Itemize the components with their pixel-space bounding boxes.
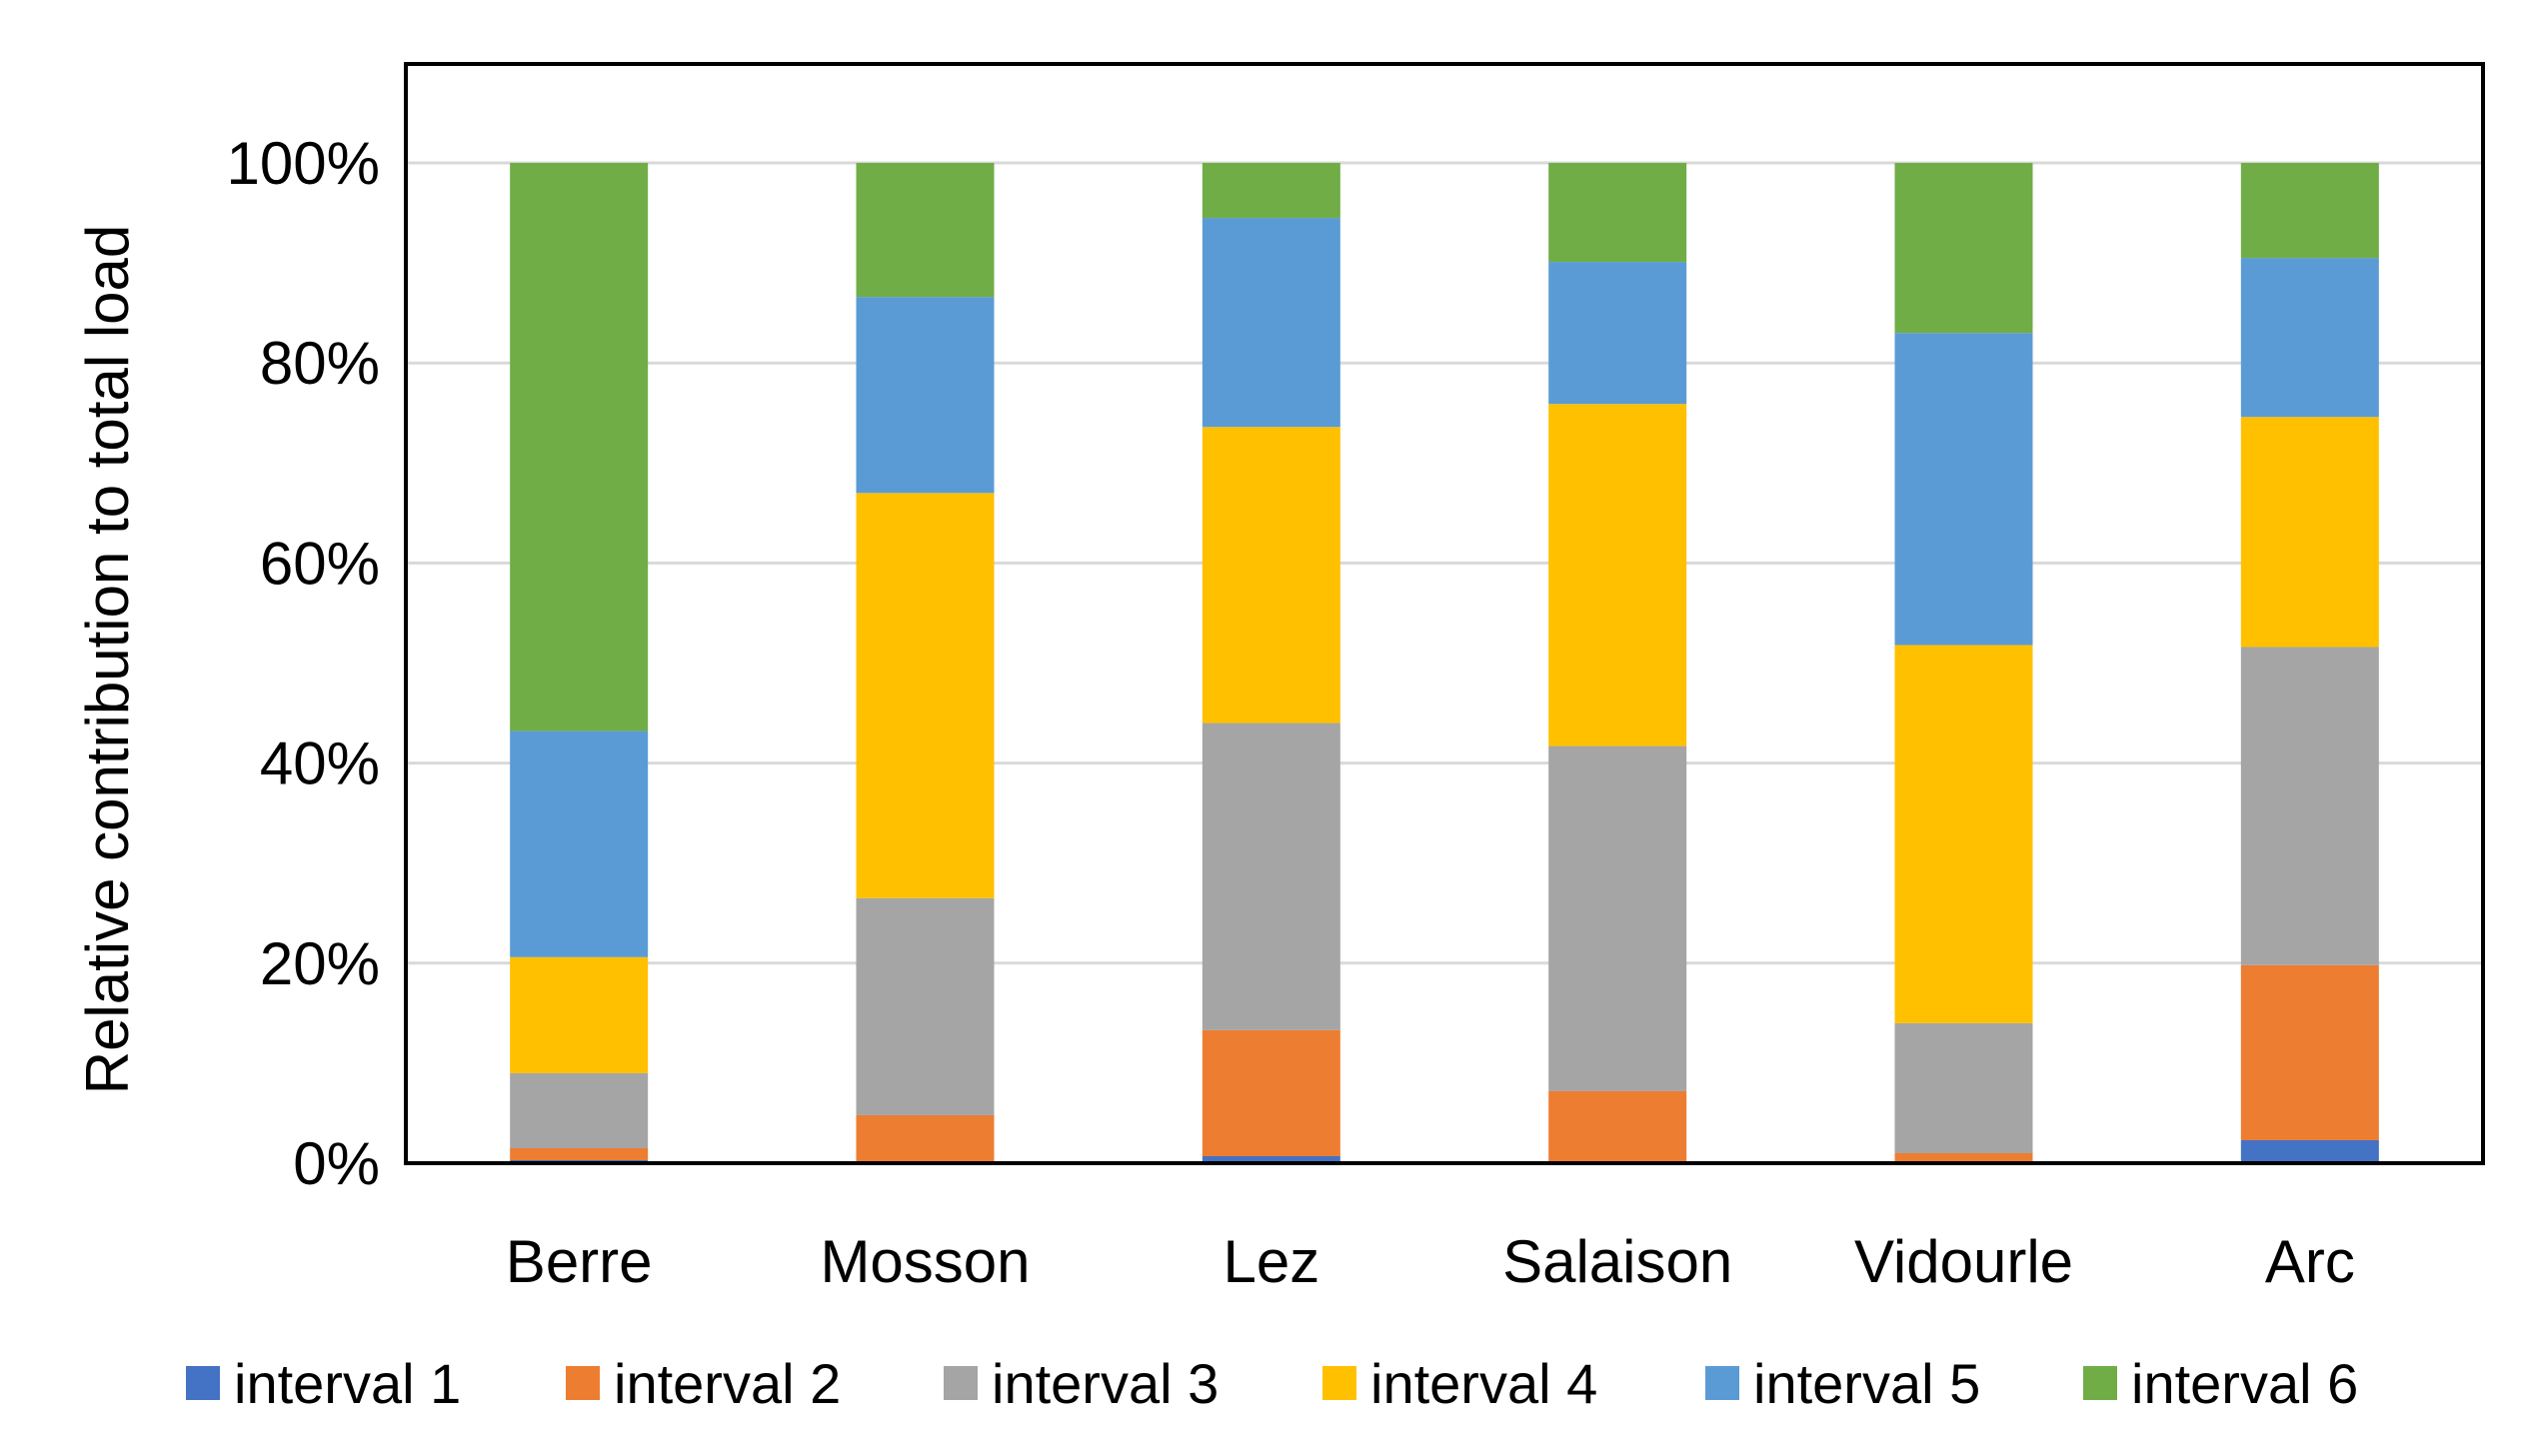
y-tick-label: 80% [260,330,380,397]
bar-stack-arc [2240,163,2379,1163]
bar-segment-interval-6 [1894,163,2033,334]
gridlines [406,161,2483,965]
legend-swatch [566,1366,600,1400]
legend-item-interval-2: interval 2 [566,1352,841,1415]
legend-label: interval 1 [234,1352,461,1415]
bar-segment-interval-5 [1894,333,2033,646]
bar-segment-interval-6 [1548,163,1687,263]
bar-segment-interval-1 [1202,1155,1340,1163]
bar-segment-interval-3 [1894,1022,2033,1153]
bar-segment-interval-6 [1202,163,1340,219]
legend-label: interval 3 [992,1352,1219,1415]
legend-label: interval 4 [1370,1352,1597,1415]
bar-segment-interval-4 [856,493,995,898]
x-tick-label: Berre [506,1228,653,1295]
x-tick-label: Vidourle [1854,1228,2073,1295]
x-tick-label: Arc [2265,1228,2355,1295]
bar-segment-interval-5 [856,297,995,494]
bar-segment-interval-3 [1202,723,1340,1030]
y-tick-label: 40% [260,730,380,797]
bar-segment-interval-3 [2240,647,2379,965]
bar-stack-mosson [856,163,995,1163]
legend: interval 1 interval 2 interval 3 interval 4… [186,1352,2358,1415]
bar-segment-interval-5 [2240,258,2379,418]
legend-item-interval-6: interval 6 [2083,1352,2358,1415]
legend-swatch [944,1366,978,1400]
bar-segment-interval-2 [1202,1029,1340,1156]
y-tick-label: 60% [260,530,380,597]
bar-stack-berre [510,163,649,1163]
y-tick-label: 100% [227,130,380,197]
legend-label: interval 5 [1753,1352,1980,1415]
legend-label: interval 2 [614,1352,841,1415]
x-tick-label: Lez [1223,1228,1319,1295]
bar-segment-interval-6 [510,163,649,731]
y-tick-label: 0% [293,1130,380,1197]
bar-segment-interval-1 [2240,1139,2379,1163]
bar-segment-interval-2 [1548,1090,1687,1161]
legend-label: interval 6 [2131,1352,2358,1415]
y-axis-label: Relative contribution to total load [74,225,141,1095]
legend-swatch [2083,1366,2117,1400]
bar-segment-interval-6 [856,163,995,298]
legend-item-interval-5: interval 5 [1705,1352,1980,1415]
bar-stack-vidourle [1894,163,2033,1163]
legend-item-interval-1: interval 1 [186,1352,461,1415]
bar-segment-interval-5 [510,730,649,957]
y-axis-tick-labels: 0% 20% 40% 60% 80% 100% [227,130,380,1197]
x-axis-tick-labels: Berre Mosson Lez Salaison Vidourle Arc [506,1228,2355,1295]
bar-segment-interval-3 [856,897,995,1115]
bar-stack-lez [1202,163,1340,1163]
legend-swatch [1705,1366,1739,1400]
legend-swatch [186,1366,220,1400]
bar-segment-interval-5 [1202,218,1340,428]
bar-segment-interval-4 [2240,417,2379,648]
bar-stack-salaison [1548,163,1687,1163]
legend-item-interval-4: interval 4 [1322,1352,1597,1415]
bar-segment-interval-2 [856,1114,995,1161]
bar-segment-interval-2 [510,1147,649,1160]
bar-segment-interval-4 [510,956,649,1073]
bar-segment-interval-6 [2240,163,2379,259]
bar-segment-interval-3 [510,1072,649,1148]
legend-swatch [1322,1366,1356,1400]
bar-segment-interval-5 [1548,262,1687,405]
plot-area-frame [404,62,2485,1165]
bar-segment-interval-2 [1894,1152,2033,1161]
bars [510,163,2379,1163]
legend-item-interval-3: interval 3 [944,1352,1219,1415]
bar-segment-interval-4 [1202,427,1340,724]
y-tick-label: 20% [260,930,380,997]
x-tick-label: Mosson [820,1228,1030,1295]
bar-segment-interval-3 [1548,745,1687,1091]
bar-segment-interval-4 [1548,404,1687,746]
x-tick-label: Salaison [1502,1228,1732,1295]
bar-segment-interval-4 [1894,645,2033,1023]
bar-segment-interval-2 [2240,964,2379,1140]
